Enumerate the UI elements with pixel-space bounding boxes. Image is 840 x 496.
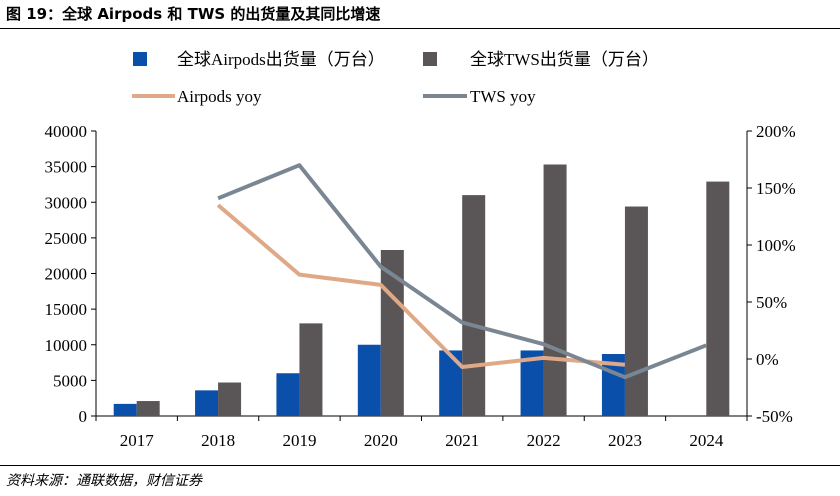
- x-tick-label: 2020: [364, 431, 398, 450]
- source-rule: [0, 465, 840, 466]
- airpods-shipment-bar: [113, 403, 137, 416]
- legend-label-tws-line: TWS yoy: [470, 87, 536, 106]
- legend-label-airpods-bar: 全球Airpods出货量（万台）: [177, 50, 385, 69]
- left-tick-label: 15000: [45, 300, 88, 319]
- airpods-shipment-bar: [439, 350, 463, 416]
- tws-yoy-line: [217, 163, 708, 380]
- figure-title: 图 19：全球 Airpods 和 TWS 的出货量及其同比增速: [6, 5, 381, 23]
- legend-label-airpods-line: Airpods yoy: [177, 87, 262, 106]
- airpods-shipment-bar: [195, 390, 219, 416]
- x-tick-label: 2024: [689, 431, 724, 450]
- left-tick-label: 40000: [45, 122, 88, 141]
- tws-shipment-bar: [299, 323, 323, 416]
- legend-swatch-tws-bar: [423, 52, 437, 66]
- airpods-yoy-line: [216, 203, 626, 369]
- x-tick-label: 2021: [445, 431, 479, 450]
- right-tick-label: 50%: [756, 293, 787, 312]
- title-rule: [0, 28, 840, 29]
- right-tick-label: -50%: [756, 407, 793, 426]
- right-tick-label: 150%: [756, 179, 796, 198]
- airpods-shipment-bar: [520, 350, 544, 416]
- x-tick-label: 2017: [120, 431, 155, 450]
- tws-shipment-bar: [706, 181, 730, 416]
- tws-shipment-bar: [624, 206, 648, 416]
- x-tick-label: 2019: [282, 431, 316, 450]
- left-tick-label: 0: [79, 407, 88, 426]
- left-tick-label: 35000: [45, 158, 88, 177]
- legend-label-tws-bar: 全球TWS出货量（万台）: [470, 50, 659, 69]
- legend-swatch-airpods-bar: [133, 52, 147, 66]
- right-tick-label: 0%: [756, 350, 779, 369]
- x-tick-label: 2022: [527, 431, 561, 450]
- right-tick-label: 100%: [756, 236, 796, 255]
- left-tick-label: 10000: [45, 336, 88, 355]
- x-tick-label: 2018: [201, 431, 235, 450]
- tws-shipment-bar: [462, 195, 486, 416]
- x-tick-label: 2023: [608, 431, 642, 450]
- left-tick-label: 25000: [45, 229, 88, 248]
- airpods-shipment-bar: [276, 373, 300, 416]
- left-tick-label: 20000: [45, 265, 88, 284]
- tws-shipment-bar: [543, 164, 567, 416]
- legend: 全球Airpods出货量（万台） 全球TWS出货量（万台） Airpods yo…: [132, 50, 659, 106]
- chart: 全球Airpods出货量（万台） 全球TWS出货量（万台） Airpods yo…: [45, 50, 796, 450]
- right-tick-label: 200%: [756, 122, 796, 141]
- airpods-shipment-bar: [357, 344, 381, 416]
- left-tick-label: 30000: [45, 193, 88, 212]
- source-note: 资料来源：通联数据，财信证券: [6, 473, 202, 489]
- tws-shipment-bar: [218, 382, 242, 416]
- left-tick-label: 5000: [53, 371, 87, 390]
- tws-shipment-bar: [136, 401, 160, 416]
